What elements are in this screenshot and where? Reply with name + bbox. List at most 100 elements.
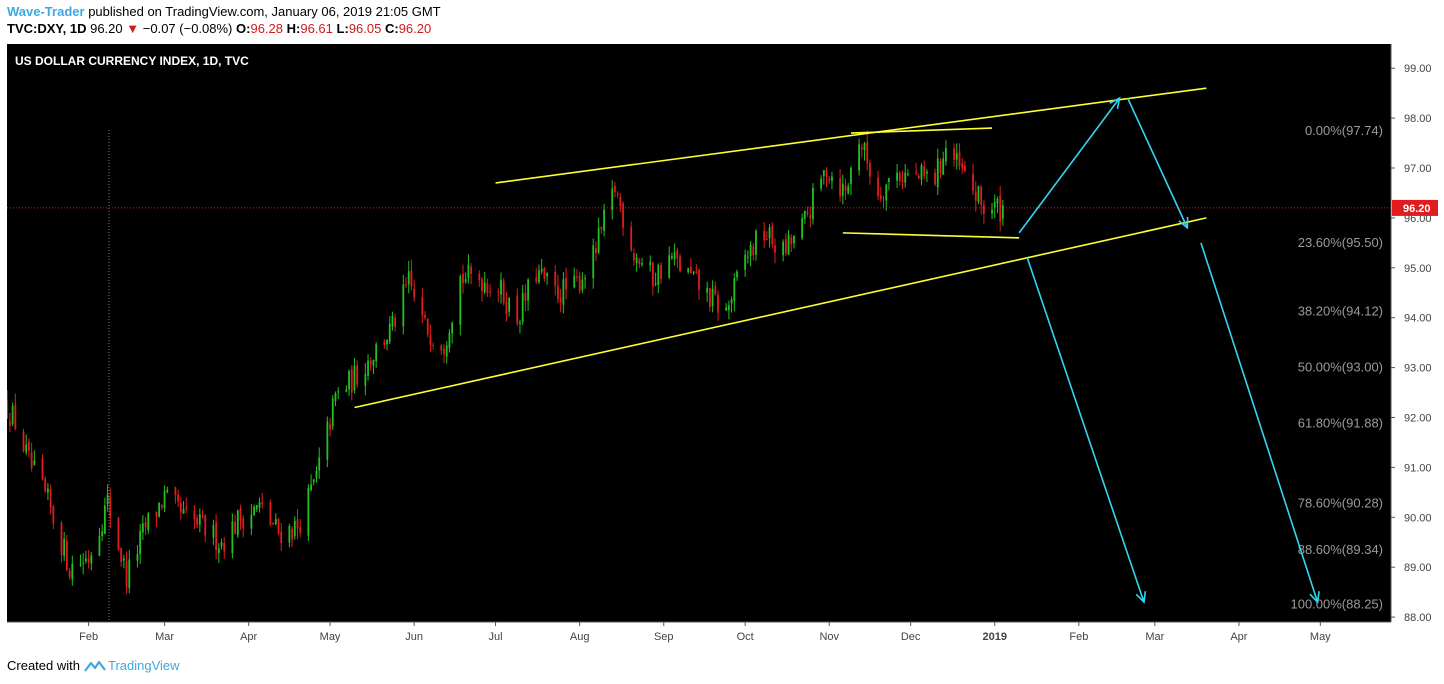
candle-body xyxy=(470,266,473,274)
candle-body xyxy=(953,148,955,160)
candle-body xyxy=(771,226,774,245)
last-price-tag-label: 96.20 xyxy=(1403,203,1431,215)
candle-body xyxy=(63,538,66,557)
y-tick-label: 94.00 xyxy=(1404,313,1432,325)
channel-upper-line xyxy=(495,87,1207,184)
candle-body xyxy=(299,527,302,533)
y-tick-label: 97.00 xyxy=(1404,163,1432,175)
x-tick-label: 2019 xyxy=(983,631,1007,643)
candle-body xyxy=(877,177,879,196)
candle-body xyxy=(87,558,90,563)
candle-body xyxy=(711,288,714,306)
flag-upper-line xyxy=(850,127,993,134)
tradingview-brand[interactable]: TradingView xyxy=(107,658,180,673)
candle-body xyxy=(752,246,755,256)
candle-body xyxy=(812,187,814,220)
candle-body xyxy=(706,288,709,293)
candle-body xyxy=(440,345,443,351)
candle-body xyxy=(253,506,255,516)
x-tick-label: Dec xyxy=(901,631,921,643)
candle-body xyxy=(196,517,199,526)
candle-body xyxy=(296,519,299,529)
candle-body xyxy=(424,315,426,318)
candle-body xyxy=(714,286,717,295)
candle-body xyxy=(28,441,30,451)
candle-body xyxy=(47,488,49,493)
candle-body xyxy=(106,494,109,505)
candle-body xyxy=(630,227,633,251)
candle-body xyxy=(500,279,502,295)
candle-body xyxy=(527,279,530,301)
candle-body xyxy=(790,237,793,244)
candle-body xyxy=(166,489,169,493)
candle-body xyxy=(820,178,823,189)
candle-body xyxy=(182,509,185,514)
candle-body xyxy=(964,165,966,172)
high-value: 96.61 xyxy=(300,21,333,36)
y-tick-label: 95.00 xyxy=(1404,263,1432,275)
candle-body xyxy=(904,172,907,183)
candle-body xyxy=(787,234,790,255)
published-text: published on TradingView.com, January 06… xyxy=(88,4,441,19)
candle-body xyxy=(654,283,657,285)
candle-body xyxy=(768,227,771,239)
candle-body xyxy=(139,530,142,554)
candle-body xyxy=(174,487,177,496)
candle-body xyxy=(562,279,565,305)
candle-body xyxy=(508,297,511,312)
candle-body xyxy=(749,244,752,257)
candle-body xyxy=(993,202,996,208)
last-price: 96.20 xyxy=(90,21,123,36)
candle-body xyxy=(103,505,106,534)
candle-body xyxy=(84,558,87,562)
candle-body xyxy=(386,339,388,345)
candle-body xyxy=(744,254,747,270)
candle-body xyxy=(459,276,462,325)
candle-body xyxy=(546,272,548,277)
candle-body xyxy=(231,521,234,554)
candle-body xyxy=(147,513,150,531)
candle-body xyxy=(847,186,850,194)
candle-body xyxy=(348,370,350,390)
candle-body xyxy=(676,250,679,259)
candle-body xyxy=(68,570,71,577)
candle-body xyxy=(784,239,787,254)
arrow-head xyxy=(1309,591,1320,604)
low-label: L: xyxy=(336,21,349,36)
candle-body xyxy=(307,487,310,536)
candle-body xyxy=(882,199,885,201)
candle-body xyxy=(917,175,920,179)
candle-body xyxy=(622,203,624,228)
candle-body xyxy=(60,522,63,556)
candle-body xyxy=(633,253,635,261)
fib-level-label: 38.20%(94.12) xyxy=(1298,304,1383,319)
candle-body xyxy=(345,389,348,392)
price-chart[interactable]: US DOLLAR CURRENCY INDEX, 1D, TVC 99.00 98… xyxy=(0,42,1444,654)
candle-body xyxy=(888,178,890,182)
candle-body xyxy=(915,172,917,174)
fib-level-label: 88.60%(89.34) xyxy=(1298,542,1383,557)
candle-body xyxy=(443,348,445,355)
author-link[interactable]: Wave-Trader xyxy=(7,4,85,19)
candle-body xyxy=(955,153,958,160)
candle-body xyxy=(717,294,719,313)
candle-body xyxy=(369,360,372,365)
y-tick-label: 99.00 xyxy=(1404,63,1432,75)
chart-title: US DOLLAR CURRENCY INDEX, 1D, TVC xyxy=(15,54,249,68)
candle-body xyxy=(698,269,700,290)
candle-body xyxy=(652,262,654,287)
candle-body xyxy=(383,341,386,345)
candle-body xyxy=(280,531,283,544)
low-value: 96.05 xyxy=(348,21,382,36)
candle-body xyxy=(483,282,486,293)
candle-body xyxy=(234,521,237,534)
candle-body xyxy=(1001,205,1004,219)
candle-body xyxy=(388,323,391,342)
candle-body xyxy=(755,230,757,255)
candle-body xyxy=(991,209,993,214)
candle-body xyxy=(980,186,983,205)
candle-body xyxy=(405,284,407,286)
candle-body xyxy=(30,452,33,468)
candle-body xyxy=(614,185,616,192)
candle-body xyxy=(144,522,147,528)
